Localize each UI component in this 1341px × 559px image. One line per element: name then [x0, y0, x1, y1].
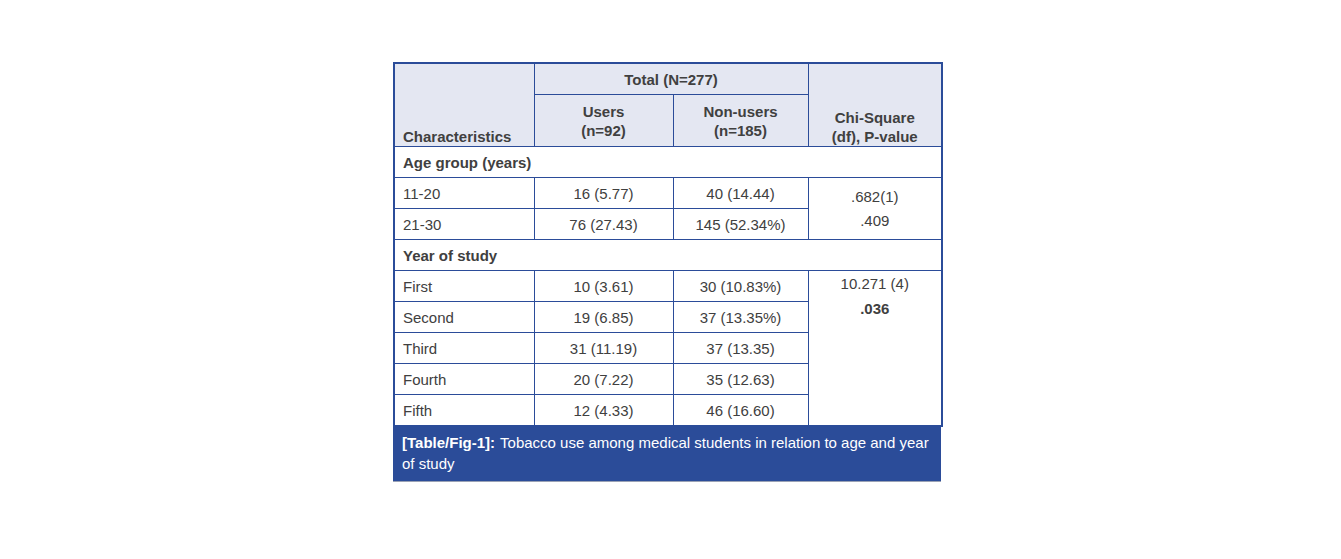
header-chi-square: Chi-Square (df), P-value — [808, 63, 942, 147]
row-label: 11-20 — [394, 178, 534, 209]
row-label: Third — [394, 333, 534, 364]
section-title: Age group (years) — [394, 147, 942, 178]
p-value: .409 — [817, 209, 934, 233]
users-value: 76 (27.43) — [534, 209, 673, 240]
non-users-value: 35 (12.63) — [673, 364, 808, 395]
header-row-total: Characteristics Total (N=277) Chi-Square… — [394, 63, 942, 95]
non-users-value: 37 (13.35%) — [673, 302, 808, 333]
tobacco-use-table: Characteristics Total (N=277) Chi-Square… — [393, 62, 943, 427]
p-value: .036 — [817, 296, 934, 321]
header-characteristics: Characteristics — [394, 63, 534, 147]
header-non-users: Non-users (n=185) — [673, 95, 808, 147]
users-value: 12 (4.33) — [534, 395, 673, 427]
row-label: Fourth — [394, 364, 534, 395]
users-value: 20 (7.22) — [534, 364, 673, 395]
non-users-value: 46 (16.60) — [673, 395, 808, 427]
header-total: Total (N=277) — [534, 63, 808, 95]
caption-tag: [Table/Fig-1]: — [402, 434, 495, 451]
section-header-age-group: Age group (years) — [394, 147, 942, 178]
users-value: 16 (5.77) — [534, 178, 673, 209]
section-title: Year of study — [394, 240, 942, 271]
chi-square-value: 10.271 (4) — [817, 271, 934, 296]
row-label: Fifth — [394, 395, 534, 427]
section-header-year-of-study: Year of study — [394, 240, 942, 271]
table-row: First 10 (3.61) 30 (10.83%) 10.271 (4) .… — [394, 271, 942, 302]
chi-square-cell: .682(1) .409 — [808, 178, 942, 240]
users-value: 31 (11.19) — [534, 333, 673, 364]
table-row: 11-20 16 (5.77) 40 (14.44) .682(1) .409 — [394, 178, 942, 209]
non-users-value: 37 (13.35) — [673, 333, 808, 364]
non-users-value: 40 (14.44) — [673, 178, 808, 209]
table-fig-1: Characteristics Total (N=277) Chi-Square… — [393, 62, 941, 482]
non-users-value: 30 (10.83%) — [673, 271, 808, 302]
row-label: First — [394, 271, 534, 302]
chi-square-value: .682(1) — [817, 185, 934, 209]
users-value: 10 (3.61) — [534, 271, 673, 302]
header-users: Users (n=92) — [534, 95, 673, 147]
row-label: 21-30 — [394, 209, 534, 240]
chi-square-cell: 10.271 (4) .036 — [808, 271, 942, 427]
users-value: 19 (6.85) — [534, 302, 673, 333]
row-label: Second — [394, 302, 534, 333]
table-caption: [Table/Fig-1]:Tobacco use among medical … — [393, 427, 941, 482]
non-users-value: 145 (52.34%) — [673, 209, 808, 240]
